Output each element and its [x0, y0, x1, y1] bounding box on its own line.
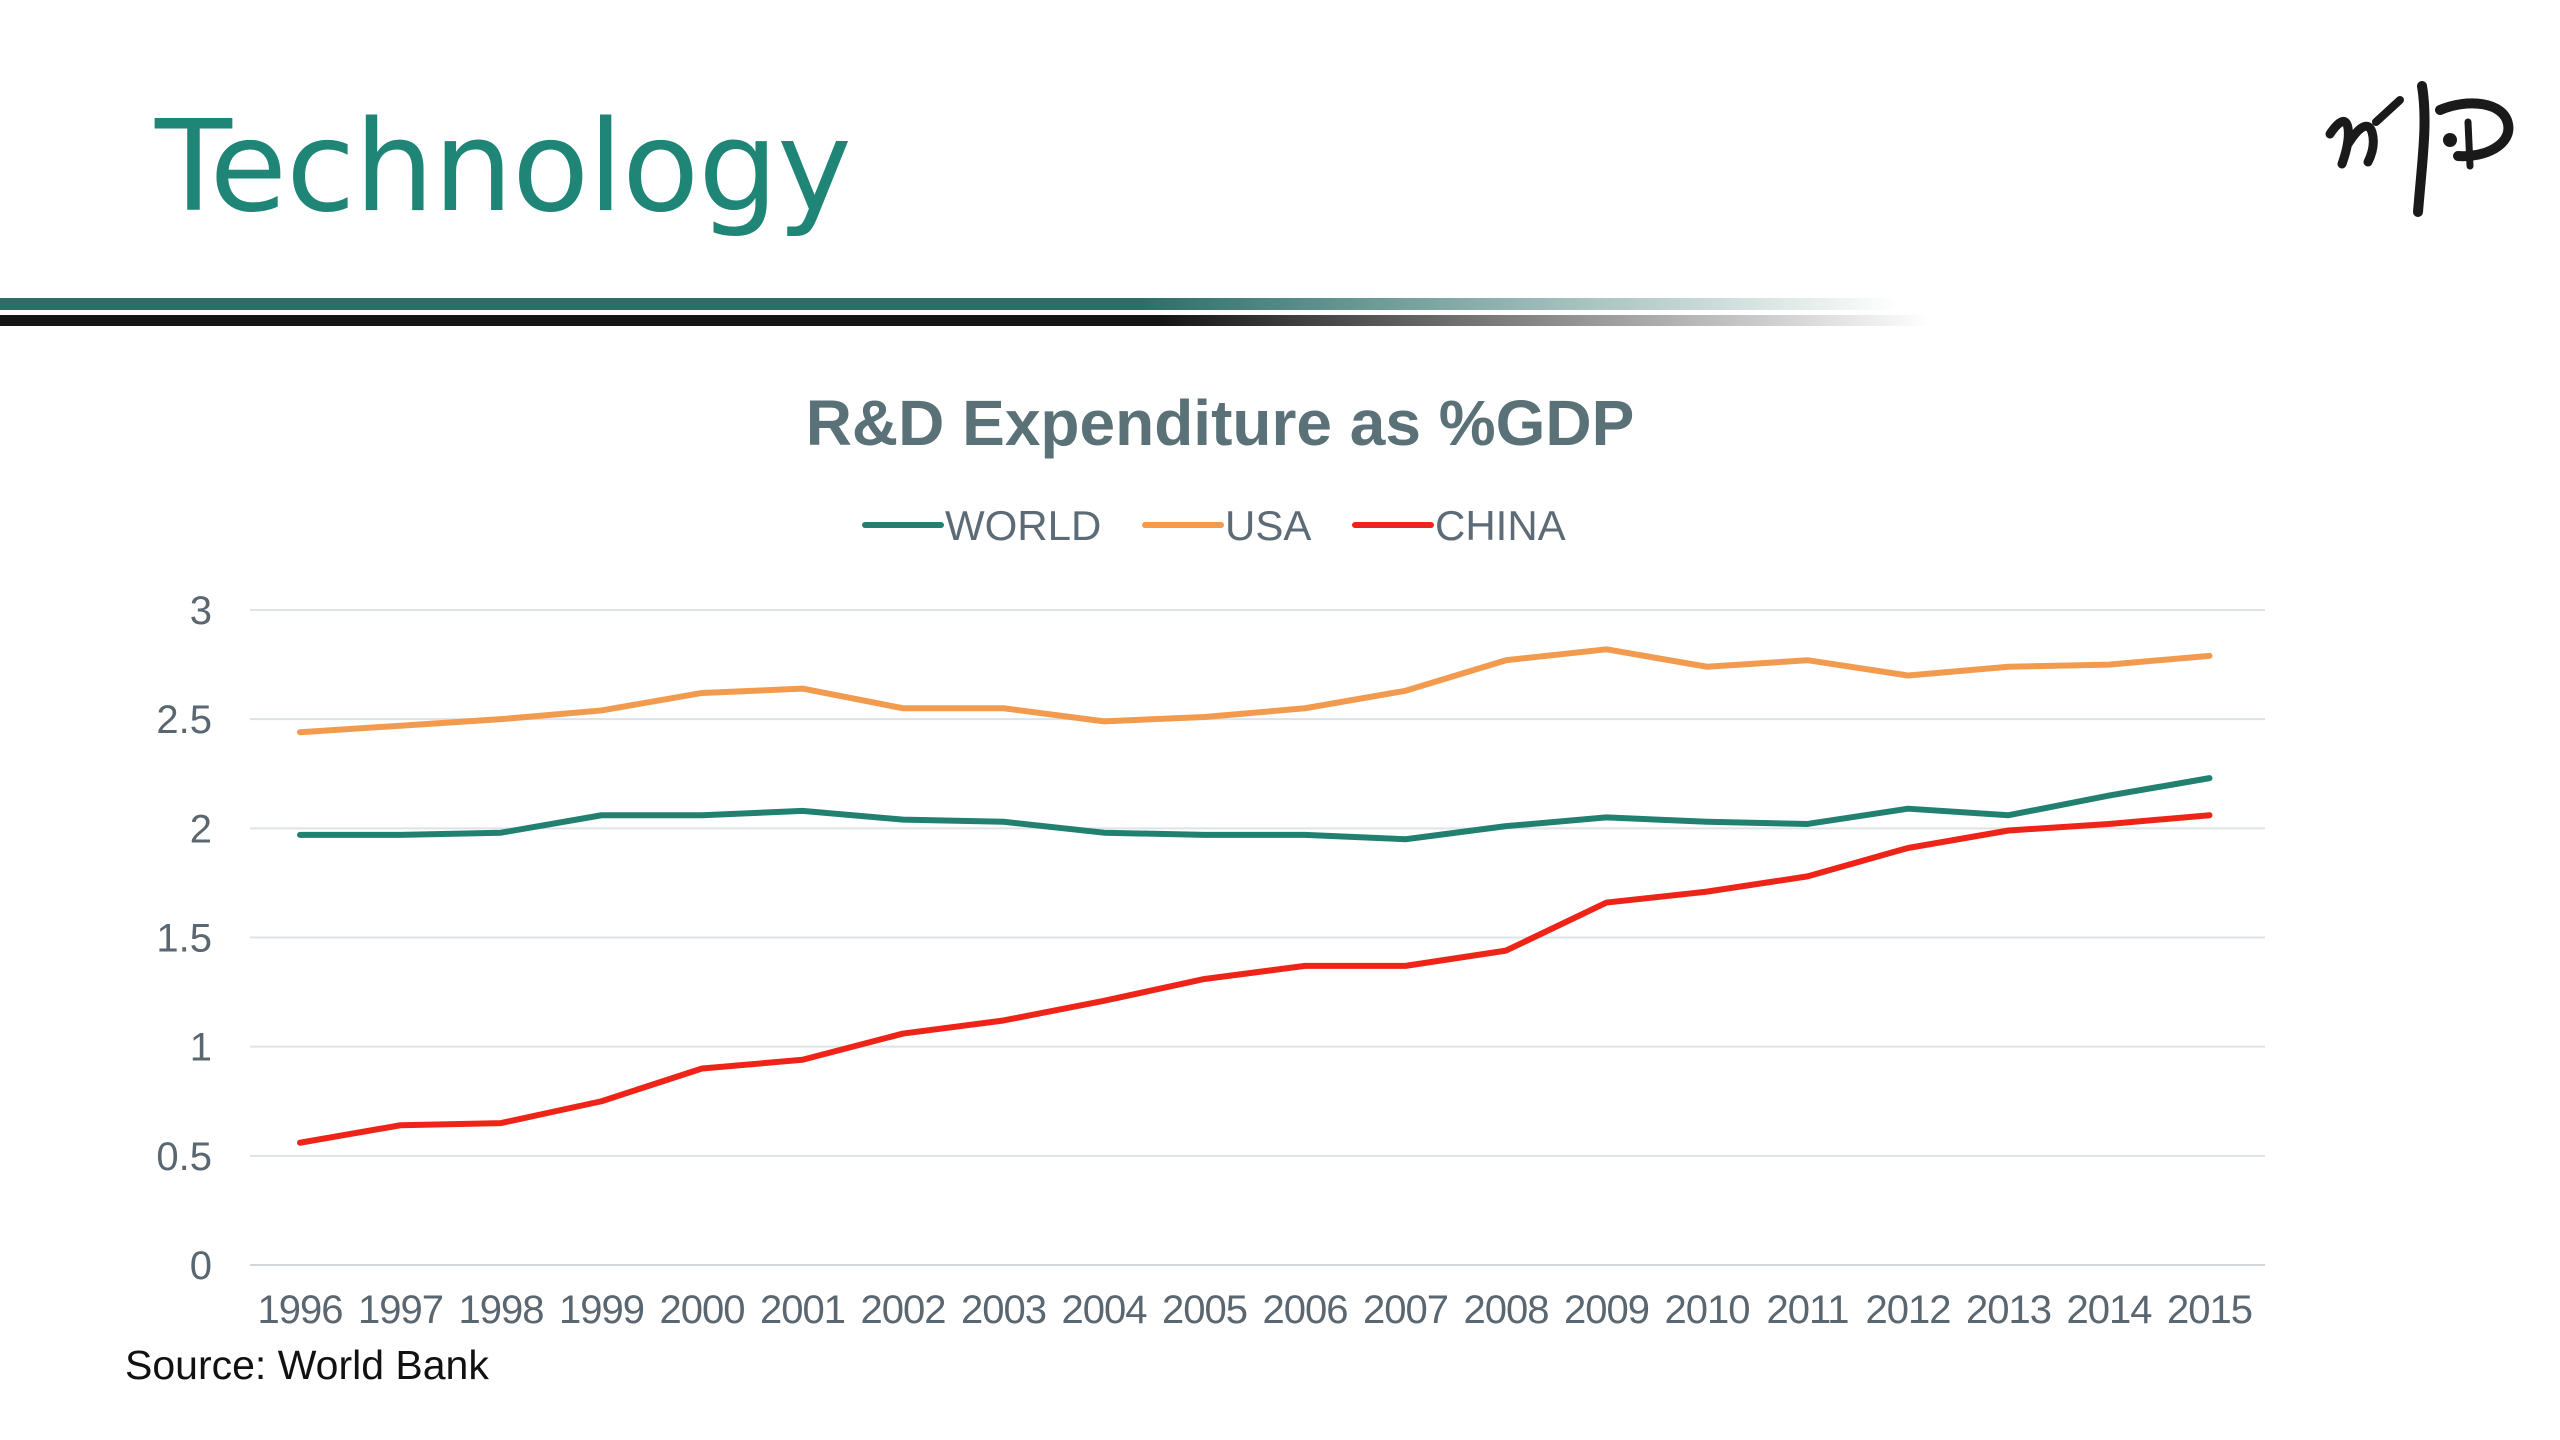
header-divider-teal — [0, 298, 1900, 310]
header-divider-black — [0, 315, 1930, 326]
x-tick-label: 2009 — [1564, 1288, 1649, 1332]
y-tick-label: 0.5 — [156, 1135, 212, 1179]
x-tick-label: 2010 — [1665, 1288, 1750, 1332]
x-tick-label: 2011 — [1766, 1288, 1848, 1332]
wp-calligraphy-logo — [2325, 81, 2514, 217]
chart-legend: WORLD USA CHINA — [862, 502, 1566, 549]
y-axis-ticks: 0 0.5 1 1.5 2 2.5 3 — [156, 589, 212, 1288]
y-tick-label: 1.5 — [156, 917, 212, 961]
x-tick-label: 2013 — [1966, 1288, 2051, 1332]
chart-gridlines — [250, 609, 2265, 1266]
x-tick-label: 2007 — [1363, 1288, 1448, 1332]
y-tick-label: 1 — [190, 1026, 212, 1070]
x-axis-ticks: 1996 1997 1998 1999 2000 2001 2002 2003 2004 2005… — [258, 1288, 2253, 1332]
y-tick-label: 0 — [190, 1244, 212, 1288]
legend-label-world: WORLD — [945, 502, 1101, 549]
x-tick-label: 2003 — [961, 1288, 1046, 1332]
x-tick-label: 2001 — [760, 1288, 845, 1332]
slide-title: Technology — [155, 93, 852, 240]
x-tick-label: 1998 — [459, 1288, 544, 1332]
x-tick-label: 1996 — [258, 1288, 343, 1332]
x-tick-label: 2005 — [1162, 1288, 1247, 1332]
x-tick-label: 2000 — [660, 1288, 745, 1332]
legend-label-usa: USA — [1225, 502, 1311, 549]
x-tick-label: 2004 — [1062, 1288, 1148, 1332]
source-note: Source: World Bank — [125, 1342, 489, 1388]
x-tick-label: 2006 — [1263, 1288, 1348, 1332]
legend-label-china: CHINA — [1435, 502, 1566, 549]
x-tick-label: 2012 — [1866, 1288, 1951, 1332]
rd-expenditure-chart: R&D Expenditure as %GDP WORLD USA CHINA 00… — [156, 387, 2265, 1332]
y-tick-label: 3 — [190, 589, 212, 633]
x-tick-label: 1997 — [358, 1288, 443, 1332]
y-tick-label: 2 — [190, 807, 212, 851]
x-tick-label: 2015 — [2167, 1288, 2252, 1332]
series-line-china — [297, 812, 2213, 1146]
chart-title: R&D Expenditure as %GDP — [806, 387, 1635, 459]
series-line-usa — [297, 646, 2213, 736]
x-tick-label: 2008 — [1464, 1288, 1549, 1332]
y-tick-label: 2.5 — [156, 698, 212, 742]
x-tick-label: 2002 — [861, 1288, 946, 1332]
chart-series — [297, 646, 2213, 1146]
x-tick-label: 1999 — [559, 1288, 644, 1332]
series-line-world — [297, 775, 2213, 843]
x-tick-label: 2014 — [2067, 1288, 2153, 1332]
